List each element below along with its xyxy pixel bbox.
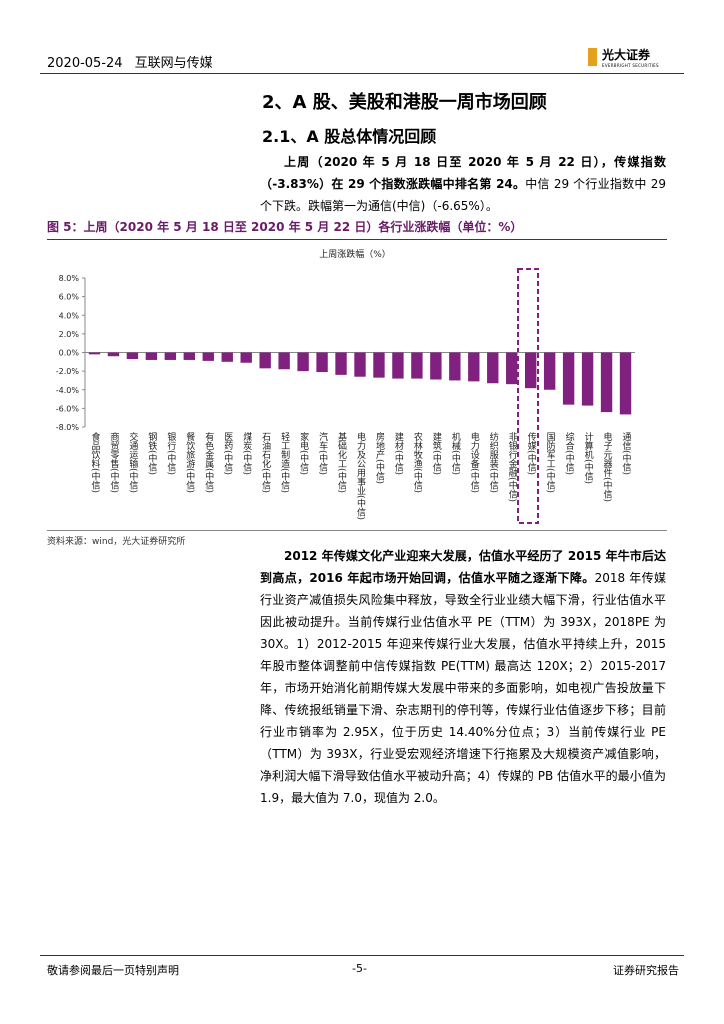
footer-left: 敬请参阅最后一页特别声明 bbox=[47, 964, 179, 977]
bar bbox=[297, 352, 309, 372]
x-tick-label: 钢铁(中信) bbox=[146, 431, 157, 475]
x-tick-label: 汽车(中信) bbox=[317, 431, 328, 475]
bar bbox=[107, 352, 120, 357]
chart-title: 上周涨跌幅（%） bbox=[319, 248, 391, 260]
paragraph: 2012 年传媒文化产业迎来大发展，估值水平经历了 2015 年牛市后达到高点，… bbox=[260, 545, 666, 809]
bar bbox=[525, 352, 537, 389]
x-tick-label: 通信(中信) bbox=[621, 432, 632, 475]
bar bbox=[411, 352, 423, 379]
bold-text: 2012 年传媒文化产业迎来大发展，估值水平经历了 2015 年牛市后达到高点，… bbox=[260, 549, 666, 585]
x-tick-label: 银行(中信) bbox=[165, 431, 176, 475]
bar bbox=[164, 352, 177, 360]
bar bbox=[392, 352, 404, 379]
x-tick-label: 交通运输(中信) bbox=[127, 431, 137, 493]
text: 中信 29 个行业指数中 29 个下跌。跌幅第一为通信(中信)（-6.65%）。 bbox=[260, 177, 667, 213]
page-number: -5- bbox=[352, 962, 367, 975]
bar bbox=[354, 352, 366, 377]
x-tick-label: 建材(中信) bbox=[393, 431, 404, 475]
x-tick-label: 综合(中信) bbox=[564, 431, 575, 475]
x-tick-label: 传媒(中信) bbox=[526, 431, 537, 475]
bar bbox=[126, 352, 139, 360]
y-tick-label: 8.0% bbox=[59, 274, 80, 283]
bar bbox=[202, 352, 214, 361]
x-tick-label: 国防军工(中信) bbox=[545, 432, 556, 493]
y-tick-label: -8.0% bbox=[56, 423, 80, 432]
section-title: 2、A 股、美股和港股一周市场回顾 bbox=[262, 92, 547, 113]
bar bbox=[240, 352, 252, 363]
figure-caption: 图 5：上周（2020 年 5 月 18 日至 2020 年 5 月 22 日）… bbox=[47, 218, 667, 240]
x-tick-label: 食品饮料(中信) bbox=[89, 431, 100, 493]
bar bbox=[335, 352, 347, 375]
bar bbox=[600, 352, 613, 413]
date: 2020-05-24 bbox=[47, 56, 123, 71]
bar bbox=[449, 352, 461, 381]
x-tick-label: 有色金属(中信) bbox=[203, 431, 214, 493]
x-tick-label: 农林牧渔(中信) bbox=[412, 431, 423, 493]
x-tick-label: 房地产(中信) bbox=[374, 431, 385, 484]
footer-right: 证券研究报告 bbox=[613, 964, 679, 977]
bar bbox=[316, 352, 328, 373]
x-tick-label: 煤炭(中信) bbox=[241, 431, 252, 475]
bar bbox=[183, 352, 195, 360]
bar bbox=[259, 352, 271, 369]
bar bbox=[373, 352, 385, 378]
sector: 互联网与传媒 bbox=[134, 56, 213, 71]
y-tick-label: -6.0% bbox=[56, 404, 80, 413]
y-tick-label: -4.0% bbox=[56, 386, 80, 395]
logo-en: EVERBRIGHT SECURITIES bbox=[602, 63, 659, 68]
header: 2020-05-24 互联网与传媒 bbox=[47, 52, 225, 71]
y-tick-label: 2.0% bbox=[59, 330, 80, 339]
x-tick-label: 石油石化(中信) bbox=[260, 432, 271, 493]
bar bbox=[221, 352, 233, 362]
x-tick-label: 电力设备(中信) bbox=[469, 431, 480, 493]
x-tick-label: 电子元器件(中信) bbox=[602, 431, 613, 502]
subsection-title: 2.1、A 股总体情况回顾 bbox=[262, 127, 437, 146]
bar bbox=[487, 352, 499, 384]
x-tick-label: 餐饮旅游(中信) bbox=[184, 431, 195, 493]
bar bbox=[430, 352, 442, 380]
bar bbox=[543, 352, 556, 390]
bar bbox=[619, 352, 632, 415]
y-tick-label: 0.0% bbox=[59, 349, 80, 358]
bar bbox=[278, 352, 290, 370]
bar bbox=[468, 352, 480, 382]
x-tick-label: 医药(中信) bbox=[222, 432, 233, 475]
bar bbox=[562, 352, 575, 405]
chart: 上周涨跌幅（%） -8.0% -6.0% -4.0% -2.0% 0.0% 2.0% 4.0… bbox=[56, 248, 635, 524]
y-tick-label: -2.0% bbox=[56, 367, 80, 376]
bar bbox=[88, 352, 101, 355]
bar bbox=[145, 352, 158, 360]
bar bbox=[581, 352, 594, 406]
x-tick-label: 建筑(中信) bbox=[431, 431, 442, 475]
header-rule bbox=[40, 73, 684, 74]
logo-text: 光大证券 bbox=[602, 48, 651, 62]
bold-text: 上周（2020 年 5 月 18 日至 2020 年 5 月 22 日），传媒指… bbox=[260, 155, 666, 191]
footer-rule bbox=[40, 955, 684, 956]
x-tick-label: 机械(中信) bbox=[450, 431, 461, 475]
x-tick-label: 电力及公用事业(中信) bbox=[355, 431, 366, 520]
source: 资料来源：wind，光大证券研究所 bbox=[47, 530, 667, 547]
paragraph: 上周（2020 年 5 月 18 日至 2020 年 5 月 22 日），传媒指… bbox=[260, 151, 666, 217]
x-tick-label: 商贸零售(中信) bbox=[108, 431, 119, 493]
y-tick-label: 6.0% bbox=[59, 293, 80, 302]
x-tick-label: 基础化工(中信) bbox=[336, 431, 347, 493]
y-tick-label: 4.0% bbox=[59, 311, 80, 320]
x-tick-label: 计算机(中信) bbox=[583, 431, 594, 484]
x-tick-label: 家电(中信) bbox=[298, 431, 309, 475]
logo: 光大证券 EVERBRIGHT SECURITIES bbox=[588, 46, 659, 68]
text: 2018 年传媒行业资产减值损失风险集中释放，导致全行业业绩大幅下滑，行业估值水… bbox=[260, 571, 666, 805]
highlight-box bbox=[517, 268, 539, 524]
bar bbox=[506, 352, 518, 385]
x-tick-label: 非银行金融(中信) bbox=[507, 431, 517, 502]
x-tick-label: 纺织服装(中信) bbox=[488, 431, 499, 493]
x-tick-label: 轻工制造(中信) bbox=[279, 431, 290, 493]
